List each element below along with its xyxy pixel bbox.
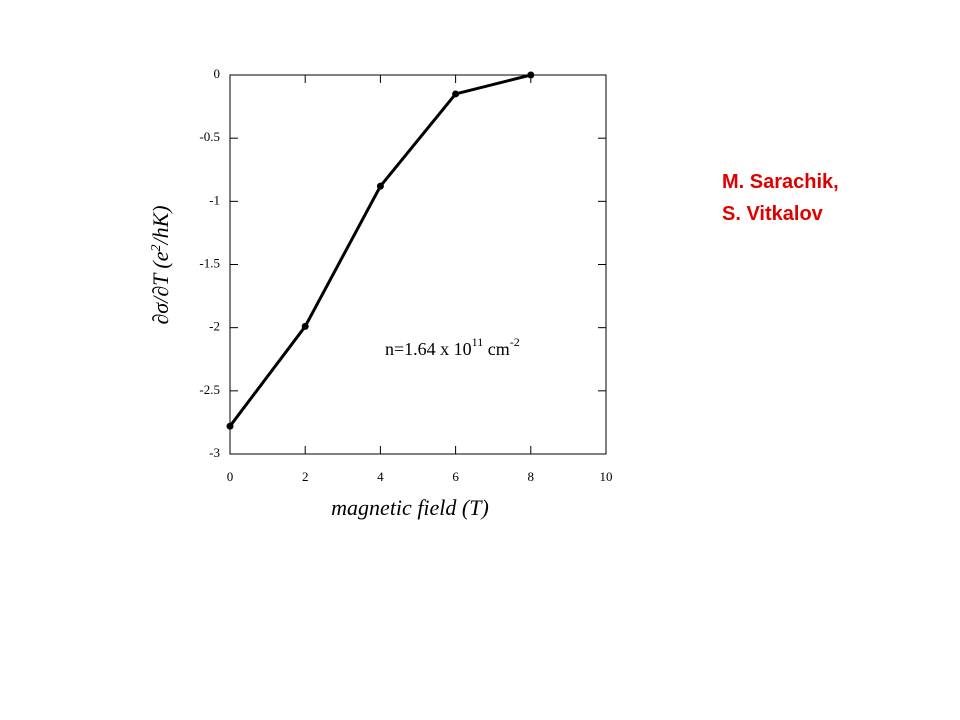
y-tick-label: -2 xyxy=(209,319,220,334)
point xyxy=(226,422,234,430)
x-tick-label: 6 xyxy=(452,469,459,484)
annotation-sup: 11 xyxy=(472,335,484,349)
point xyxy=(527,71,535,79)
y-label-sup: 2 xyxy=(149,244,164,251)
author: M. Sarachik, xyxy=(722,171,839,193)
point xyxy=(376,182,384,190)
y-tick-label: -0.5 xyxy=(199,129,220,144)
x-tick-label: 2 xyxy=(302,469,309,484)
x-tick-label: 10 xyxy=(600,469,613,484)
annotation-part: n=1.64 x 10 xyxy=(385,339,472,359)
point xyxy=(301,322,309,330)
annotation-part: cm xyxy=(483,339,510,359)
y-label-part: ∂σ/∂T (e xyxy=(148,251,173,324)
y-tick-label: 0 xyxy=(214,66,221,81)
y-tick-label: -1.5 xyxy=(199,255,220,270)
annotation: n=1.64 x 1011 cm-2 xyxy=(385,335,520,359)
x-tick-label: 8 xyxy=(528,469,535,484)
x-axis-label: magnetic field (T) xyxy=(331,495,489,520)
y-tick-label: -2.5 xyxy=(199,382,220,397)
series-line xyxy=(228,73,532,428)
y-tick-label: -3 xyxy=(209,445,220,460)
x-tick-label: 4 xyxy=(377,469,384,484)
point xyxy=(452,90,460,98)
x-tick-label: 0 xyxy=(227,469,234,484)
y-tick-label: -1 xyxy=(209,192,220,207)
y-label-part: /hK) xyxy=(148,205,173,246)
author: S. Vitkalov xyxy=(722,203,824,225)
annotation-sup: -2 xyxy=(510,335,520,349)
plot-frame xyxy=(229,74,607,455)
y-axis-label: ∂σ/∂T (e2/hK) xyxy=(148,205,173,324)
